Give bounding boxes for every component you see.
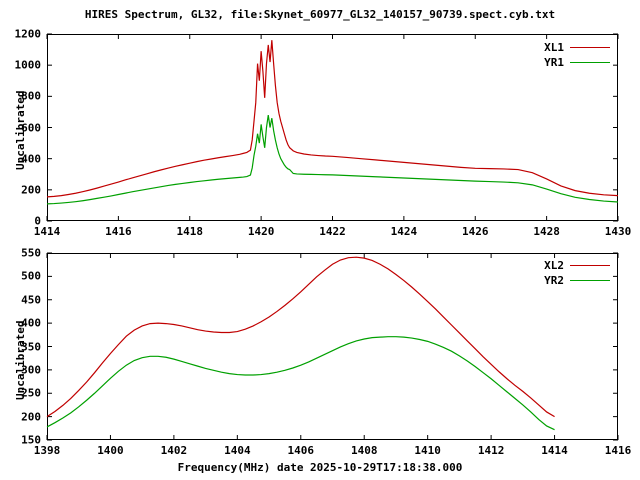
x-tick-label: 1408 — [350, 444, 378, 457]
y-tick-label: 450 — [21, 293, 41, 307]
x-tick-label: 1404 — [224, 444, 251, 457]
y-tick-label: 400 — [21, 152, 41, 166]
x-tick-label: 1430 — [604, 225, 632, 238]
series-xl2 — [46, 256, 555, 418]
legend-line-swatch — [570, 280, 610, 281]
x-tick-label: 1402 — [160, 444, 188, 457]
x-tick-label: 1426 — [462, 225, 489, 238]
x-tick-label: 1420 — [247, 225, 275, 238]
y-tick-label: 500 — [21, 269, 41, 283]
x-tick-label: 1416 — [604, 444, 632, 457]
y-tick-label: 200 — [21, 183, 41, 197]
x-tick-label: 1398 — [33, 444, 61, 457]
legend-item: XL2 — [498, 258, 610, 273]
x-tick-label: 1428 — [533, 225, 560, 238]
legend-item: YR2 — [498, 273, 610, 288]
page-title: HIRES Spectrum, GL32, file:Skynet_60977_… — [84, 8, 556, 21]
y-tick-label: 1200 — [14, 27, 42, 41]
legend-item: YR1 — [498, 55, 610, 70]
legend-line-swatch — [570, 62, 610, 63]
legend-line-swatch — [570, 47, 610, 48]
bottom-legend: XL2 YR2 — [498, 258, 610, 288]
y-tick-label: 1000 — [14, 58, 42, 72]
legend-label: XL1 — [544, 41, 564, 54]
x-tick-label: 1410 — [414, 444, 441, 457]
x-tick-label: 1400 — [97, 444, 124, 457]
legend-line-swatch — [570, 265, 610, 266]
y-tick-label: 250 — [21, 386, 41, 400]
x-tick-label: 1424 — [390, 225, 418, 238]
y-tick-label: 0 — [34, 214, 41, 228]
y-tick-label: 350 — [21, 340, 41, 353]
y-tick-label: 800 — [21, 89, 41, 103]
y-tick-label: 200 — [21, 410, 41, 424]
x-tick-label: 1414 — [541, 444, 568, 457]
y-tick-label: 150 — [21, 433, 41, 447]
x-tick-label: 1418 — [176, 225, 204, 238]
y-tick-label: 600 — [21, 121, 41, 134]
x-tick-label: 1414 — [33, 225, 61, 238]
bottom-plot-frame — [47, 253, 618, 440]
legend-label: YR2 — [544, 274, 564, 287]
series-yr1 — [46, 114, 619, 205]
y-tick-label: 550 — [21, 246, 41, 260]
series-xl1 — [46, 40, 619, 198]
x-tick-label: 1422 — [319, 225, 346, 238]
x-tick-label: 1416 — [105, 225, 132, 238]
x-tick-label: 1406 — [287, 444, 315, 457]
legend-label: YR1 — [544, 56, 564, 69]
y-tick-label: 300 — [21, 363, 41, 377]
x-axis-label: Frequency(MHz) date 2025-10-29T17:18:38.… — [177, 461, 463, 474]
series-yr2 — [46, 336, 555, 431]
legend-item: XL1 — [498, 40, 610, 55]
x-tick-label: 1412 — [477, 444, 505, 457]
legend-label: XL2 — [544, 259, 564, 272]
y-tick-label: 400 — [21, 316, 41, 330]
top-legend: XL1 YR1 — [498, 40, 610, 70]
